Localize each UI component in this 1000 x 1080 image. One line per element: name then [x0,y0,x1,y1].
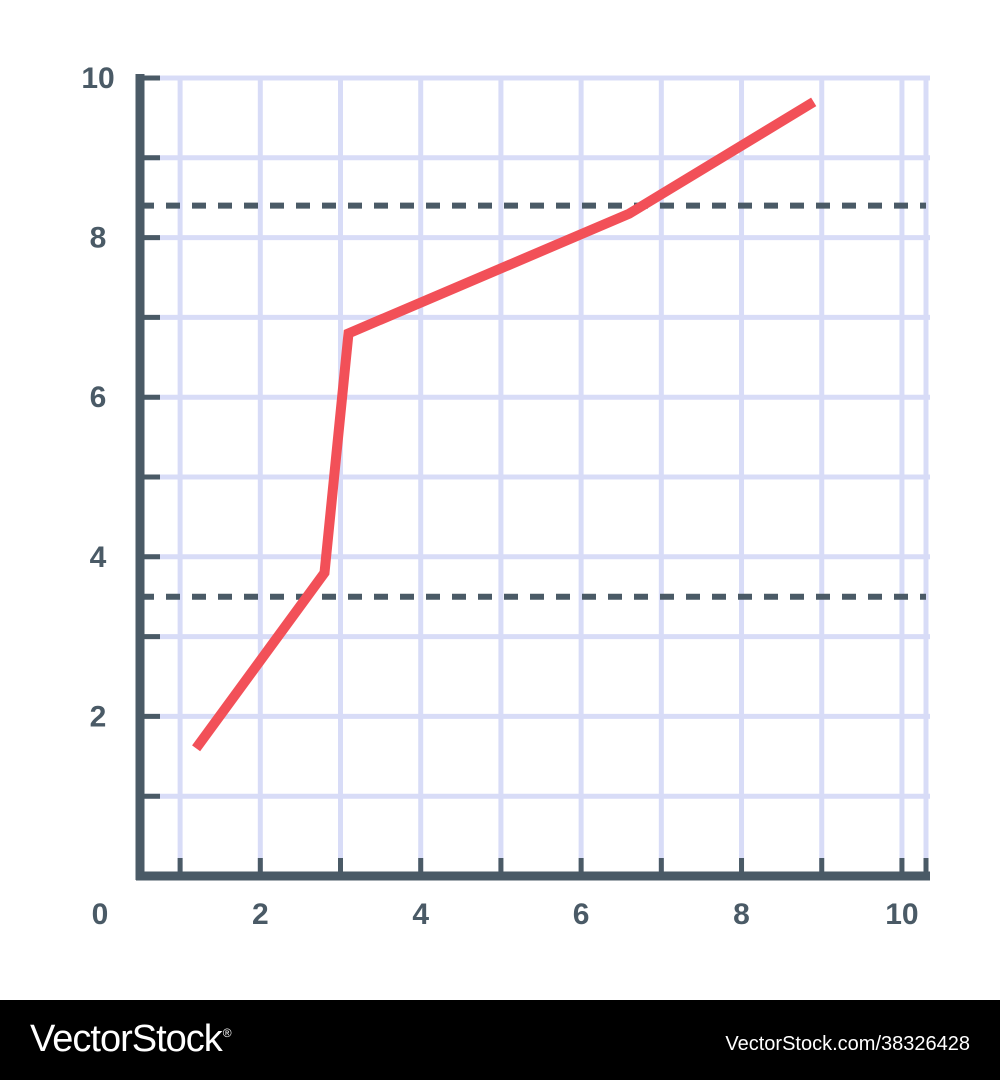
tick-labels: 2 4 6 8 10 2 4 6 8 10 0 [81,62,918,931]
y-tick-label-4: 4 [90,541,107,574]
vectorstock-logo: VectorStock® [30,1018,232,1061]
y-tick-label-8: 8 [90,222,107,255]
x-tick-label-8: 8 [733,898,750,931]
x-tick-label-4: 4 [412,898,429,931]
y-tick-label-10: 10 [81,62,114,95]
origin-label: 0 [92,898,109,931]
line-chart: 2 4 6 8 10 2 4 6 8 10 0 [81,62,930,931]
reference-lines [140,202,926,600]
series-line-0 [192,97,817,752]
x-tick-label-6: 6 [573,898,590,931]
image-id: VectorStock.com/38326428 [725,1033,970,1055]
series-lines [192,97,817,752]
axes [135,74,930,881]
x-tick-label-2: 2 [252,898,269,931]
x-tick-label-10: 10 [885,898,918,931]
logo-registered-mark: ® [222,1026,232,1041]
logo-text: VectorStock [30,1018,223,1060]
watermark-footer: VectorStock® VectorStock.com/38326428 [0,1000,1000,1080]
y-tick-label-6: 6 [90,381,107,414]
y-tick-label-2: 2 [90,700,107,733]
grid-lines [140,75,930,876]
